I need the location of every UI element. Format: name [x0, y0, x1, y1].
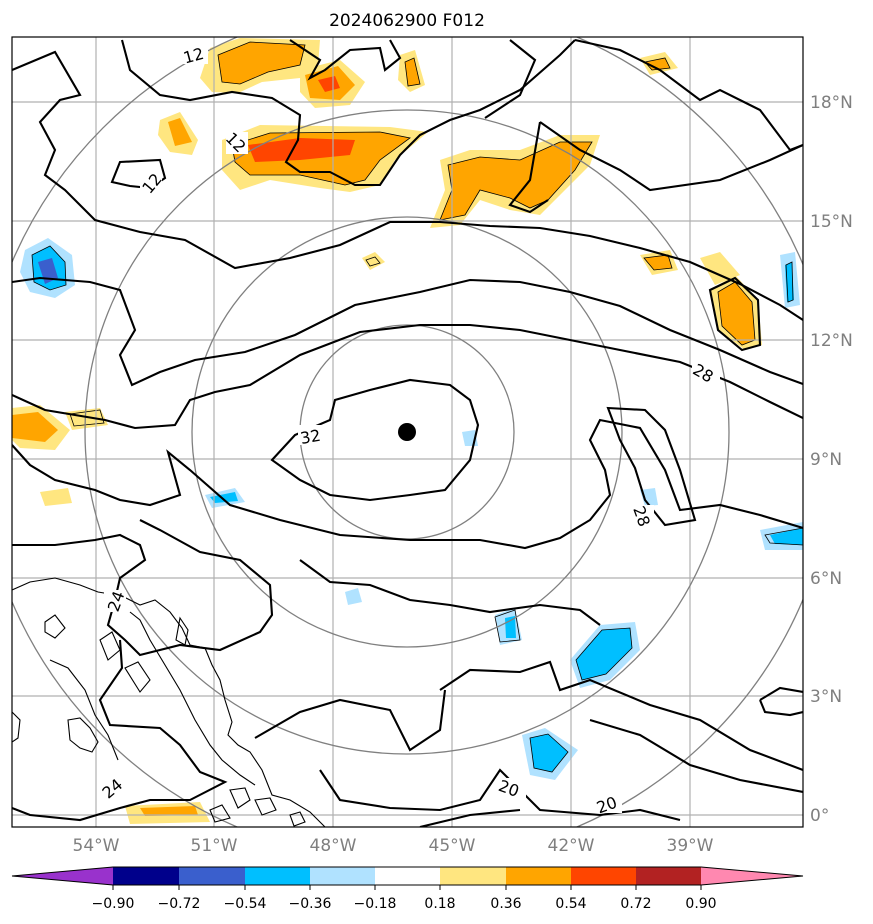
colorbar-tick-label: 0.36 [490, 896, 521, 912]
graticule-grid [12, 37, 803, 827]
contour-label-group: 12 12 12 32 28 28 24 24 20 20 [98, 44, 720, 817]
colorbar: −0.90 −0.72 −0.54 −0.36 −0.18 0.18 0.36 … [11, 866, 804, 912]
colorbar-ticks [112, 885, 702, 890]
colorbar-min-extension [12, 867, 113, 885]
lon-tick-label: 48°W [310, 836, 357, 856]
colorbar-segment [375, 867, 440, 885]
colorbar-segment [179, 867, 245, 885]
map-title: 2024062900 F012 [329, 11, 485, 31]
colorbar-tick-label: 0.54 [555, 896, 586, 912]
latitude-axis: 18°N 15°N 12°N 9°N 6°N 3°N 0° [810, 93, 853, 826]
colorbar-segment [571, 867, 636, 885]
lon-tick-label: 39°W [667, 836, 714, 856]
lat-tick-label: 3°N [810, 687, 842, 707]
lat-tick-label: 6°N [810, 569, 842, 589]
colorbar-segment [636, 867, 701, 885]
shaded-anomaly-fields [12, 38, 803, 824]
colorbar-segment [245, 867, 310, 885]
contour-label: 12 [181, 44, 206, 68]
colorbar-segment [310, 867, 375, 885]
lon-tick-label: 51°W [191, 836, 238, 856]
lat-tick-label: 12°N [810, 331, 853, 351]
colorbar-segment [113, 867, 179, 885]
anomaly-outlines [31, 41, 803, 773]
colorbar-tick-label: −0.36 [289, 896, 332, 912]
colorbar-tick-label: 0.18 [424, 896, 455, 912]
lon-tick-label: 45°W [429, 836, 476, 856]
colorbar-tick-label: 0.72 [620, 896, 651, 912]
colorbar-tick-label: −0.90 [92, 896, 135, 912]
lat-tick-label: 0° [810, 806, 829, 826]
map-frame [11, 36, 804, 828]
contour-lines [12, 38, 803, 827]
lon-tick-label: 54°W [73, 836, 120, 856]
colorbar-tick-label: −0.54 [224, 896, 267, 912]
contour-label: 32 [299, 426, 322, 448]
colorbar-segment [506, 867, 571, 885]
lat-tick-label: 9°N [810, 450, 842, 470]
storm-center-marker [398, 423, 416, 441]
lat-tick-label: 18°N [810, 93, 853, 113]
colorbar-max-extension [701, 867, 803, 885]
lon-tick-label: 42°W [548, 836, 595, 856]
colorbar-segment [440, 867, 506, 885]
colorbar-tick-label: −0.18 [354, 896, 397, 912]
longitude-axis: 54°W 51°W 48°W 45°W 42°W 39°W [73, 836, 714, 856]
colorbar-tick-label: −0.72 [158, 896, 201, 912]
colorbar-tick-label: 0.90 [685, 896, 716, 912]
map-plot-area: 12 12 12 32 28 28 24 24 20 20 [12, 37, 803, 827]
lat-tick-label: 15°N [810, 212, 853, 232]
